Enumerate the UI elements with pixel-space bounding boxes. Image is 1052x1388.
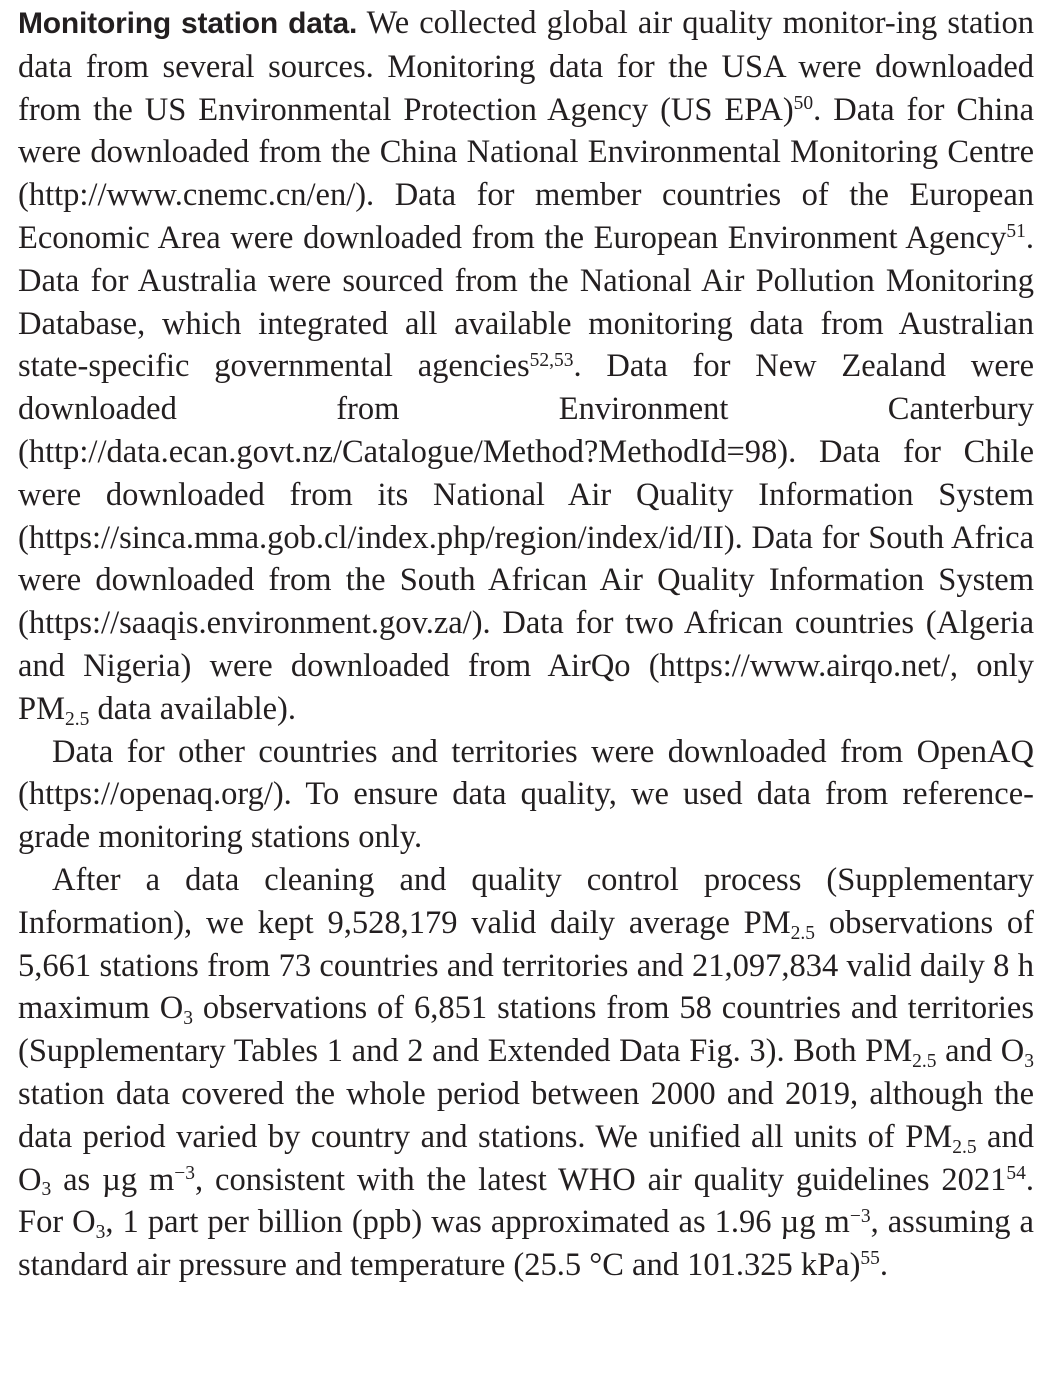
paragraph-text: . Data for New Zealand were downloaded f…	[18, 348, 1034, 727]
subscript: 2.5	[790, 922, 816, 944]
reference-citation[interactable]: 55	[860, 1248, 880, 1270]
paragraph-monitoring-sources: Monitoring station data. We collected gl…	[18, 2, 1034, 731]
subscript: 2.5	[952, 1136, 977, 1158]
reference-citation[interactable]: 50	[793, 92, 814, 114]
paragraph-text: . Data for China were downloaded from th…	[18, 91, 1034, 256]
paragraph-text: . For O	[18, 1161, 1034, 1241]
paragraph-text: , consistent with the latest WHO air qua…	[195, 1161, 1007, 1198]
reference-citation[interactable]: 54	[1006, 1162, 1026, 1184]
subscript: 3	[1024, 1050, 1034, 1072]
reference-citation[interactable]: 52,53	[529, 349, 574, 371]
subscript: 2.5	[912, 1050, 937, 1072]
paragraph-text: station data covered the whole period be…	[18, 1075, 1034, 1155]
superscript: −3	[174, 1162, 195, 1184]
reference-citation[interactable]: 51	[1006, 221, 1026, 243]
paragraph-text: and O	[936, 1033, 1025, 1070]
paragraph-text: , 1 part per billion (ppb) was approxima…	[105, 1204, 850, 1241]
paragraph-text: We collected global air quality monitor-…	[18, 5, 1034, 128]
paragraph-text: Data for other countries and territories…	[18, 733, 1034, 856]
paragraph-text: observations of 6,851 stations from 58 c…	[18, 990, 1034, 1070]
paragraph-text: , assuming a standard air pressure and t…	[18, 1204, 1034, 1284]
paragraph-text: and O	[18, 1118, 1034, 1198]
subscript: 3	[95, 1222, 106, 1244]
paragraph-text: data available).	[89, 690, 296, 727]
superscript: −3	[849, 1205, 871, 1227]
paragraph-text: . Data for Australia were sourced from t…	[18, 219, 1034, 385]
subscript: 3	[183, 1008, 193, 1030]
paragraph-data-cleaning: After a data cleaning and quality contro…	[18, 859, 1034, 1287]
paragraph-text: .	[879, 1247, 889, 1284]
paragraph-text: observations of 5,661 stations from 73 c…	[18, 904, 1034, 1027]
subscript: 3	[41, 1179, 52, 1201]
paragraph-openaq: Data for other countries and territories…	[18, 731, 1034, 859]
subscript: 2.5	[64, 708, 90, 730]
section-lead-heading: Monitoring station data.	[18, 7, 358, 40]
paragraph-text: as µg m	[51, 1161, 175, 1198]
paragraph-text: After a data cleaning and quality contro…	[18, 861, 1034, 941]
